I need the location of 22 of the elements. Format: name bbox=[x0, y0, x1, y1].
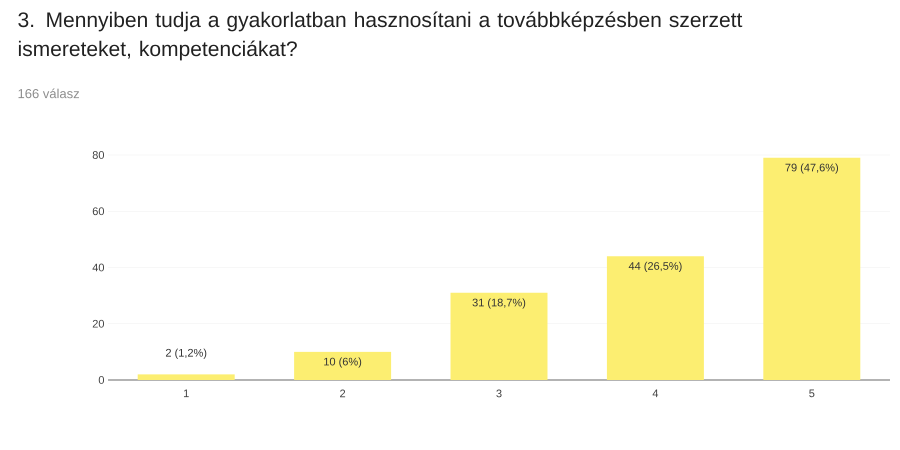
x-tick-label: 5 bbox=[809, 390, 814, 398]
y-tick-label: 40 bbox=[92, 264, 104, 272]
x-tick-label: 4 bbox=[652, 390, 658, 398]
bar bbox=[763, 158, 860, 380]
y-tick-label: 0 bbox=[98, 376, 104, 384]
data-label: 2 (1,2%) bbox=[166, 348, 206, 359]
bar bbox=[606, 256, 704, 380]
y-tick-label: 80 bbox=[92, 151, 104, 159]
bar bbox=[450, 292, 548, 380]
bar bbox=[138, 374, 235, 380]
chart-title: 3. Mennyiben tudja a gyakorlatban hasznosítani a továbbképzésben szerzett ismereteket, kompetenciákat? bbox=[18, 12, 742, 60]
data-label: 31 (18,7%) bbox=[472, 298, 526, 309]
x-tick-label: 1 bbox=[184, 390, 189, 398]
data-label: 44 (26,5%) bbox=[628, 262, 682, 272]
bar bbox=[294, 352, 392, 380]
y-tick-label: 60 bbox=[92, 207, 104, 216]
x-tick-label: 3 bbox=[496, 390, 502, 398]
chart-subtitle: 166 válasz bbox=[18, 88, 80, 98]
data-label: 10 (6%) bbox=[324, 357, 362, 368]
y-tick-label: 20 bbox=[92, 320, 104, 328]
data-label: 79 (47,6%) bbox=[785, 163, 838, 174]
x-tick-label: 2 bbox=[340, 390, 346, 398]
